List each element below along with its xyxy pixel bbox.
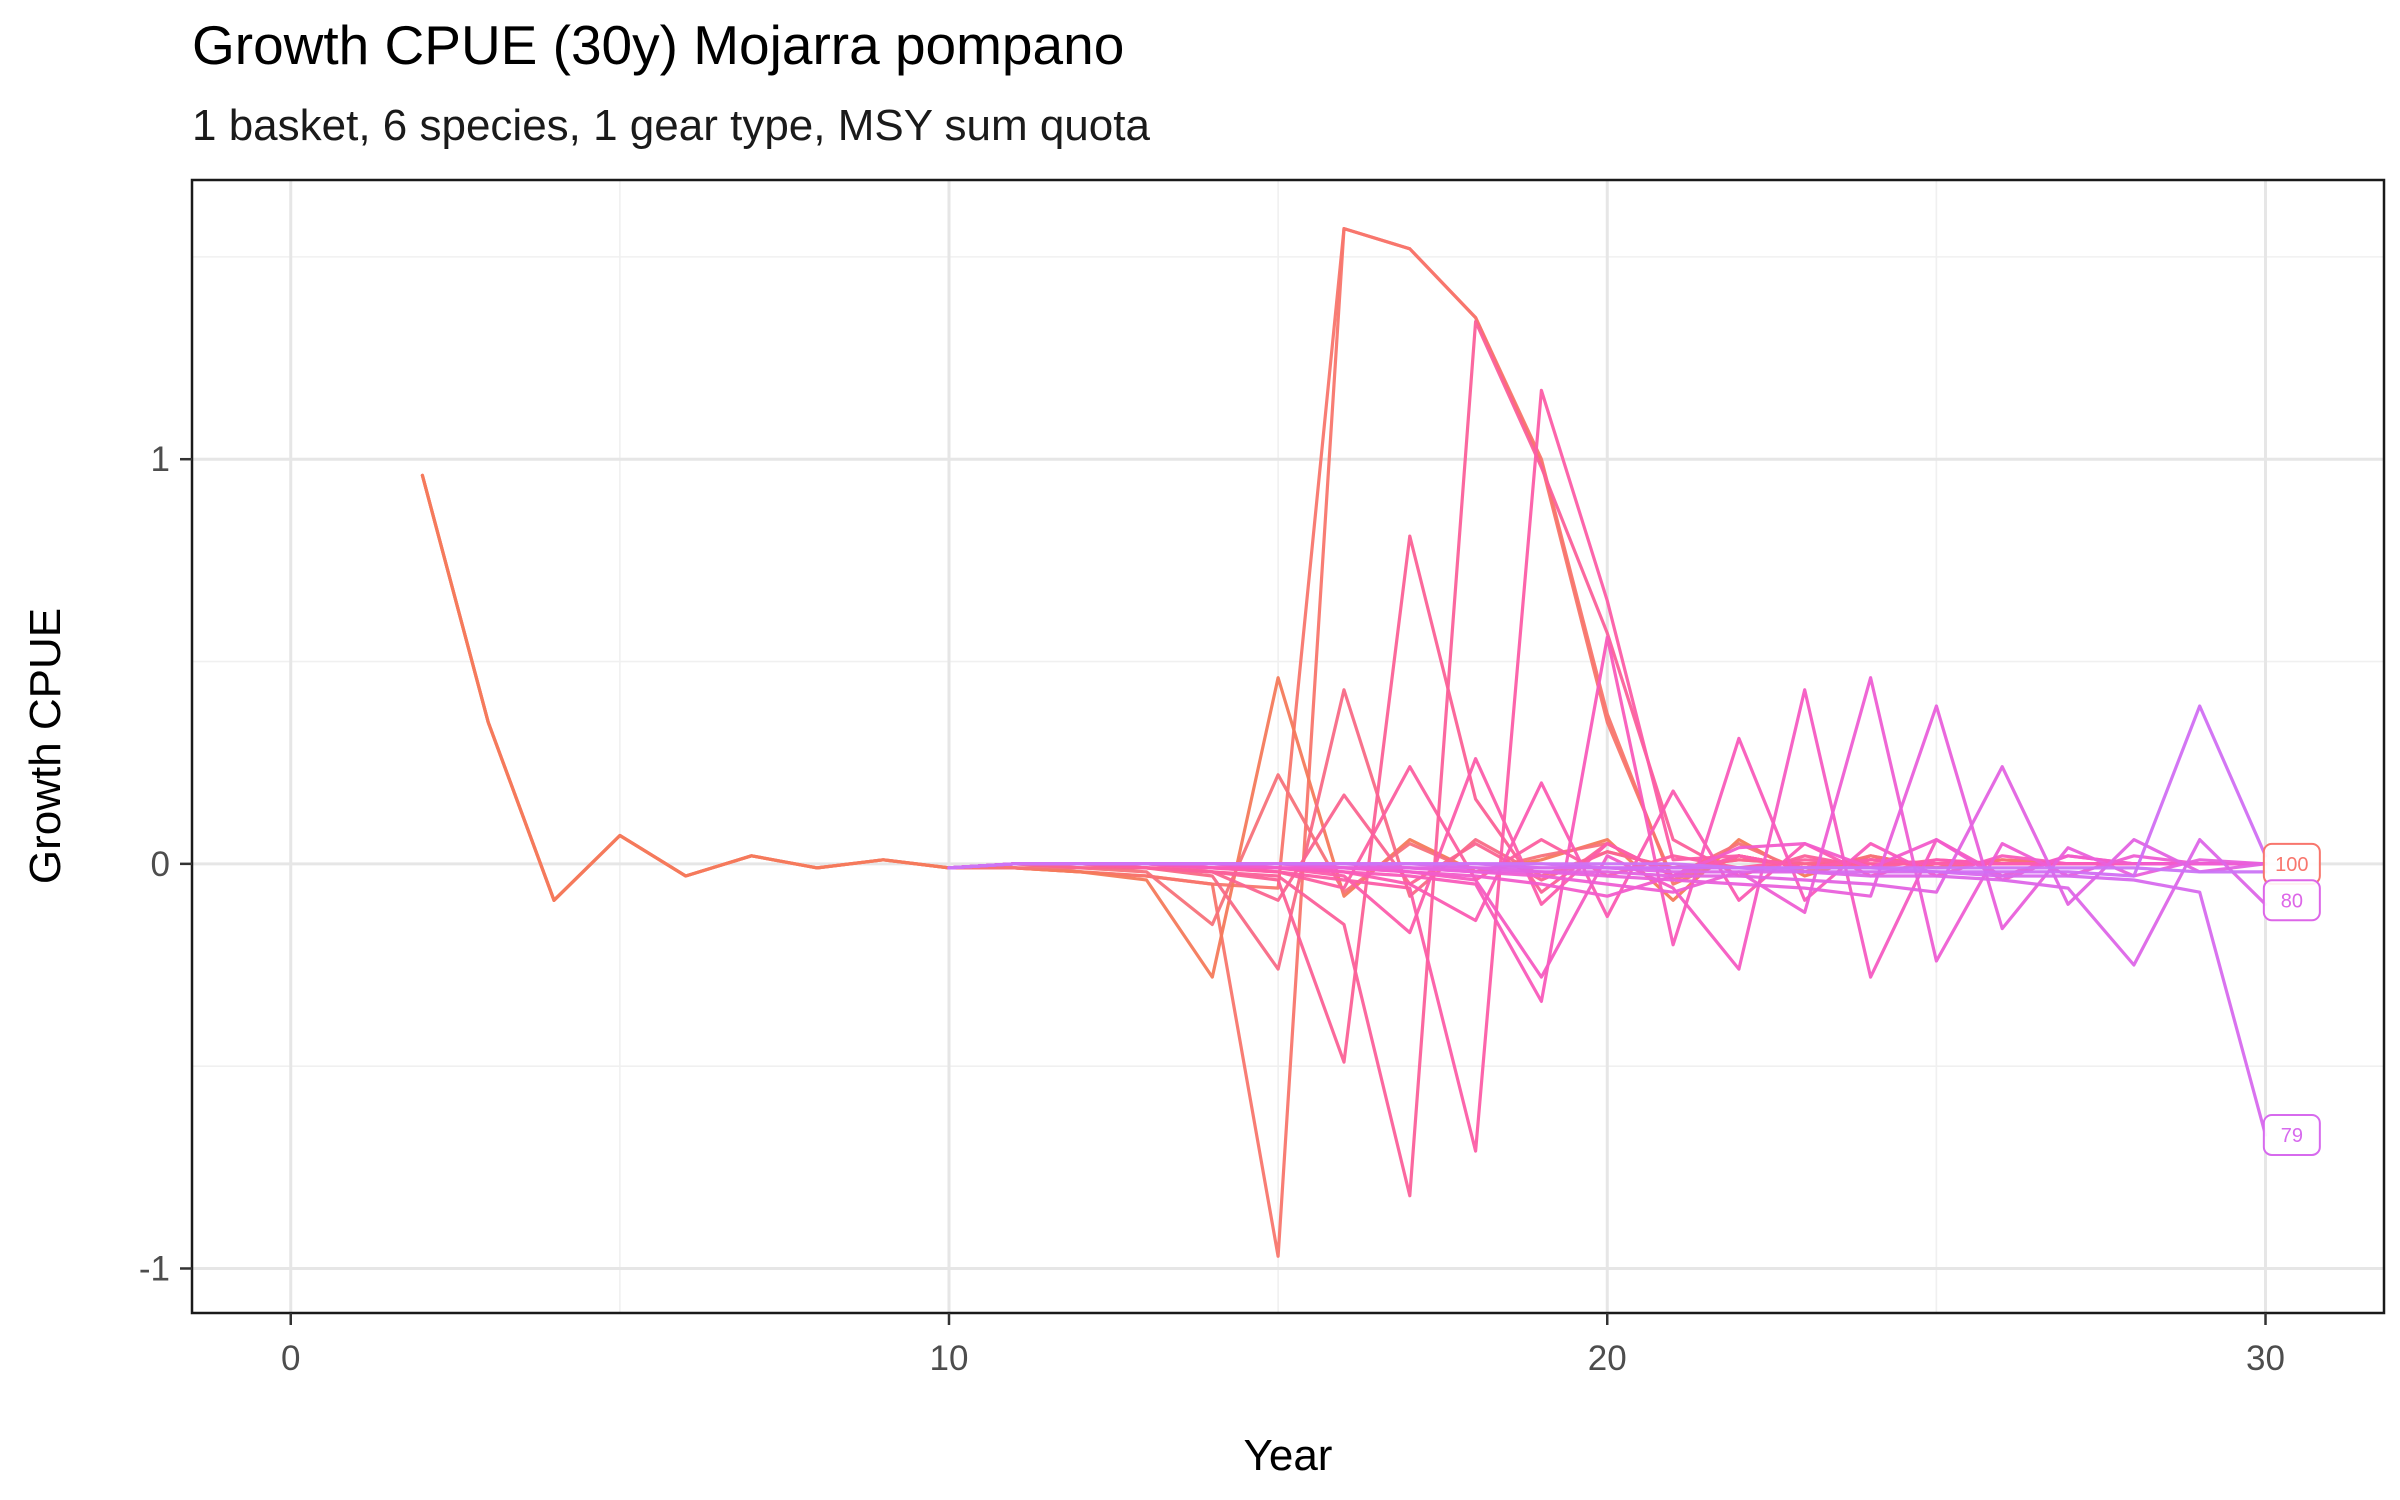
end-label-box: [2262, 1113, 2321, 1156]
x-tick-label: 30: [2246, 1339, 2285, 1378]
series-line-22: [947, 862, 2268, 874]
chart-subtitle: 1 basket, 6 species, 1 gear type, MSY su…: [192, 101, 1150, 150]
axis-ticks: 0 10 20 30 -1 0 1: [139, 440, 2285, 1378]
y-axis-title: Growth CPUE: [21, 608, 70, 884]
plot-panel-border: [190, 178, 2386, 1315]
grid: [192, 180, 2384, 1313]
y-tick-label: 0: [151, 845, 170, 884]
series-line-2: [420, 227, 2268, 1258]
end-label-80: 80: [2281, 890, 2303, 912]
end-labels: 100 80 79: [2262, 842, 2321, 1156]
series-line-3: [420, 473, 2268, 979]
end-label-box: [2262, 879, 2321, 922]
end-label-79: 79: [2281, 1125, 2303, 1147]
y-tick-label: 1: [151, 440, 170, 479]
series-line-1: [420, 227, 2268, 902]
series-lines: [420, 227, 2268, 1258]
x-tick-label: 20: [1588, 1339, 1627, 1378]
end-label-100: 100: [2275, 854, 2308, 876]
x-tick-label: 10: [930, 1339, 969, 1378]
x-tick-label: 0: [281, 1339, 300, 1378]
chart-title: Growth CPUE (30y) Mojarra pompano: [192, 14, 1124, 76]
x-axis-title: Year: [1244, 1431, 1333, 1480]
y-tick-label: -1: [139, 1249, 170, 1288]
